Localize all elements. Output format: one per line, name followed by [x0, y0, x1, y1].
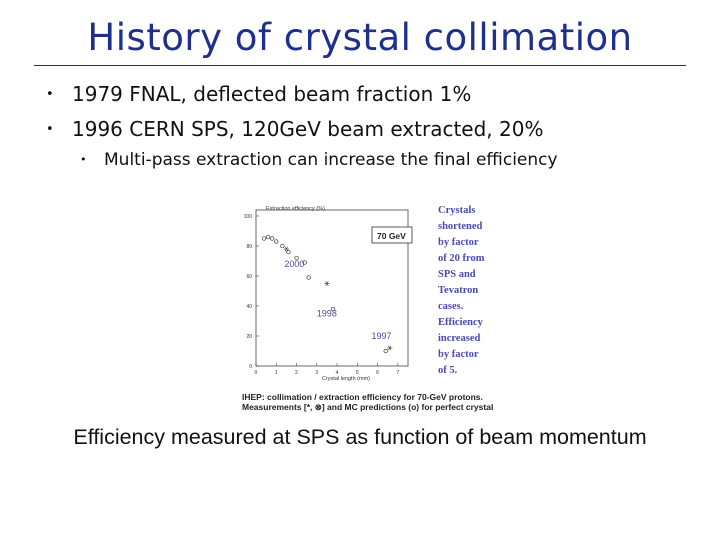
- side-text-line: of 5.: [438, 365, 458, 376]
- side-text-line: Crystals: [438, 205, 476, 216]
- sub-bullet-text: Multi-pass extraction can increase the f…: [104, 150, 558, 170]
- mc-point: [274, 239, 279, 244]
- x-tick-label: 1: [275, 370, 278, 376]
- mc-point: [286, 249, 291, 255]
- mc-point: [280, 243, 285, 249]
- side-text-line: Tevatron: [438, 285, 479, 296]
- side-text-line: by factor: [438, 349, 479, 360]
- legend-label: 70 GeV: [377, 231, 406, 241]
- figure-side-text: Crystals shortened by factor of 20 from SPS …: [438, 203, 486, 379]
- y-tick-label: 20: [246, 334, 252, 340]
- measured-point: [324, 281, 330, 286]
- mc-point: [306, 275, 311, 280]
- plot-title: Extraction efficiency (%): [266, 206, 325, 212]
- x-tick-label: 5: [356, 370, 359, 376]
- x-tick-label: 7: [396, 370, 399, 376]
- mc-point: [266, 234, 271, 240]
- mc-point: [330, 306, 336, 312]
- title-divider: [34, 65, 686, 66]
- side-text-line: cases.: [438, 301, 464, 312]
- year-label: 1997: [372, 331, 392, 341]
- efficiency-figure: 0 1 2 3 4 5 6 7 0 20 40 60 80 100 2000 1998 1997 Extrac…: [236, 196, 484, 418]
- side-text-line: SPS and: [438, 269, 476, 280]
- x-tick-label: 0: [255, 370, 258, 376]
- bullet-dot-icon: •: [46, 87, 54, 102]
- figure-note-line: IHEP: collimation / extraction efficienc…: [242, 392, 483, 402]
- mc-point: [302, 260, 307, 265]
- legend-box: [371, 226, 413, 244]
- plot-frame: [255, 209, 409, 367]
- measured-point: [387, 345, 393, 351]
- x-tick-label: 6: [376, 370, 379, 376]
- y-tick-label: 40: [246, 304, 252, 310]
- mc-point: [383, 348, 388, 354]
- side-text-line: increased: [438, 333, 481, 344]
- side-text-line: shortened: [438, 221, 483, 232]
- mc-point: [270, 236, 275, 241]
- x-tick-label: 3: [315, 370, 318, 376]
- x-tick-label: 4: [336, 370, 339, 376]
- mc-point: [261, 236, 267, 241]
- slide-title: History of crystal collimation: [87, 16, 633, 59]
- measured-point: [283, 246, 289, 252]
- slide-caption: Efficiency measured at SPS as function o…: [73, 425, 647, 449]
- figure-note-line: Measurements [*, ⊗] and MC predictions (…: [242, 402, 494, 412]
- year-label: 1998: [317, 309, 337, 319]
- year-label: 2000: [284, 259, 304, 269]
- side-text-line: by factor: [438, 237, 479, 248]
- bullet-dot-icon: •: [46, 122, 54, 137]
- mc-point: [294, 255, 299, 261]
- plot-xlabel: Crystal length (mm): [322, 376, 370, 382]
- sub-bullet-1: • Multi-pass extraction can increase the …: [80, 150, 558, 170]
- y-tick-label: 60: [246, 274, 252, 280]
- figure-note: IHEP: collimation / extraction efficienc…: [242, 392, 493, 412]
- bullet-text: 1979 FNAL, deflected beam fraction 1%: [72, 82, 472, 106]
- bullet-dot-icon: •: [80, 153, 87, 166]
- x-tick-label: 2: [295, 370, 298, 376]
- bullet-text: 1996 CERN SPS, 120GeV beam extracted, 20…: [72, 117, 544, 141]
- side-text-line: of 20 from: [438, 253, 485, 264]
- side-text-line: Efficiency: [438, 317, 483, 328]
- bullet-1: • 1979 FNAL, deflected beam fraction 1%: [46, 82, 471, 106]
- y-tick-label: 0: [249, 364, 252, 370]
- y-tick-label: 80: [246, 244, 252, 250]
- efficiency-plot: 0 1 2 3 4 5 6 7 0 20 40 60 80 100 2000 1998 1997 Extrac…: [236, 196, 436, 386]
- y-tick-label: 100: [244, 214, 253, 220]
- bullet-2: • 1996 CERN SPS, 120GeV beam extracted, 2…: [46, 117, 543, 141]
